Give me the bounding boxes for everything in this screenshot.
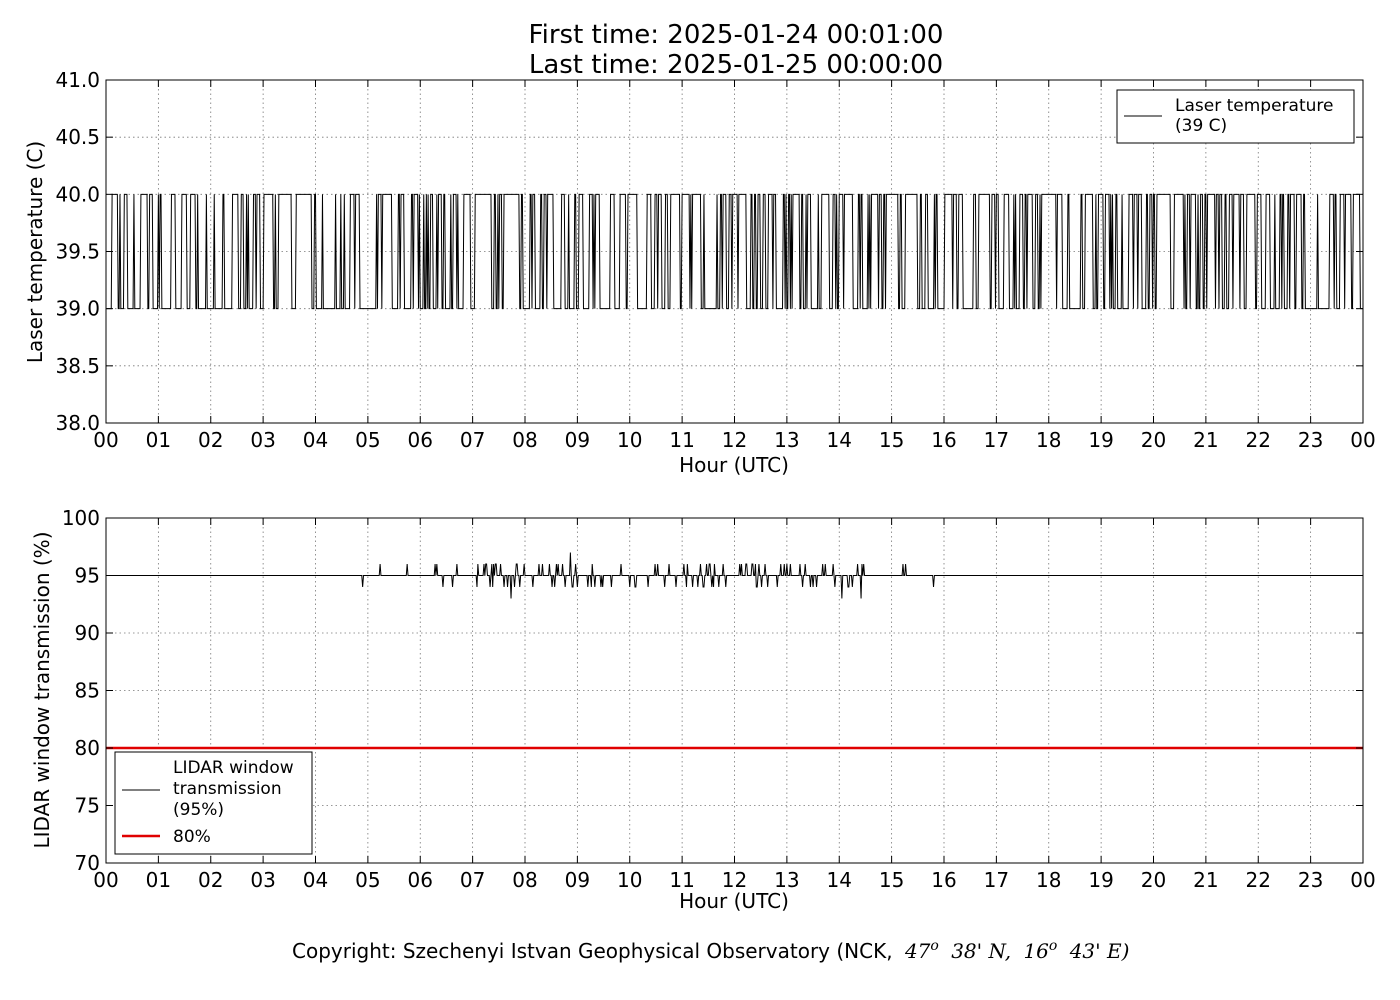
laser-temperature-series [106,193,1363,310]
x-tick-label: 17 [984,428,1009,452]
x-tick-label: 02 [198,868,223,892]
x-tick-label: 00 [93,428,118,452]
x-tick-label: 16 [931,868,956,892]
x-tick-label: 06 [408,868,433,892]
laser-legend-label-1: Laser temperature [1175,96,1333,116]
x-tick-label: 00 [1350,868,1375,892]
x-tick-label: 12 [722,868,747,892]
copyright-prefix: Copyright: Szechenyi Istvan Geophysical … [292,939,893,963]
lidar-transmission-chart: 00 01 02 03 04 05 06 07 08 09 10 11 12 13 14 15 16 17 18 19… [30,506,1376,913]
x-tick-label: 03 [250,428,275,452]
x-tick-label: 18 [1036,428,1061,452]
x-tick-label: 23 [1298,428,1323,452]
x-tick-label: 11 [669,428,694,452]
x-tick-label: 21 [1193,868,1218,892]
x-tick-label: 08 [512,868,537,892]
x-tick-label: 23 [1298,868,1323,892]
y-tick-label: 80 [75,736,100,760]
x-tick-label: 10 [617,428,642,452]
x-tick-label: 04 [303,868,328,892]
x-tick-label: 20 [1141,868,1166,892]
x-tick-label: 05 [355,428,380,452]
chart-title-line1: First time: 2025-01-24 00:01:00 [529,20,944,50]
y-tick-label: 100 [62,506,100,530]
x-tick-label: 18 [1036,868,1061,892]
x-tick-label: 08 [512,428,537,452]
x-tick-label: 15 [879,428,904,452]
x-tick-label: 11 [669,868,694,892]
y-tick-label: 38.0 [55,411,100,435]
lidar-transmission-line [106,552,1363,599]
laser-x-axis-label: Hour (UTC) [679,453,789,477]
y-tick-label: 70 [75,851,100,875]
x-tick-label: 16 [931,428,956,452]
lidar-legend-label-1: LIDAR window [173,758,294,778]
y-tick-label: 85 [75,679,100,703]
laser-temperature-chart: 00 01 02 03 04 05 06 07 08 09 10 11 12 13 14 15 16 17 18 19… [23,68,1376,477]
lidar-legend-label-3: (95%) [173,800,224,820]
laser-y-ticks: 38.0 38.5 39.0 39.5 40.0 40.5 41.0 [55,68,1363,435]
x-tick-label: 14 [827,428,852,452]
x-tick-label: 22 [1246,428,1271,452]
lidar-x-ticks: 00 01 02 03 04 05 06 07 08 09 10 11 12 13 14 15 16 17 18 19… [93,518,1376,892]
x-tick-label: 07 [460,868,485,892]
laser-legend-label-2: (39 C) [1175,116,1227,136]
latitude-minutes: 38' N, [951,939,1011,963]
x-tick-label: 13 [774,868,799,892]
lidar-x-axis-label: Hour (UTC) [679,889,789,913]
lidar-grid [106,518,1363,863]
laser-temperature-line [106,193,1363,310]
y-tick-label: 39.5 [55,240,100,264]
y-tick-label: 90 [75,621,100,645]
copyright-text: Copyright: Szechenyi Istvan Geophysical … [292,931,1129,963]
laser-y-axis-label: Laser temperature (C) [23,141,47,363]
lidar-transmission-series [106,552,1363,599]
laser-x-ticks: 00 01 02 03 04 05 06 07 08 09 10 11 12 13 14 15 16 17 18 19… [93,80,1376,452]
x-tick-label: 02 [198,428,223,452]
x-tick-label: 09 [565,868,590,892]
laser-legend: Laser temperature (39 C) [1116,89,1355,144]
x-tick-label: 09 [565,428,590,452]
x-tick-label: 22 [1246,868,1271,892]
y-tick-label: 41.0 [55,68,100,92]
degree-sign-lat: o [930,938,938,954]
x-tick-label: 06 [408,428,433,452]
x-tick-label: 05 [355,868,380,892]
x-tick-label: 03 [250,868,275,892]
x-tick-label: 01 [146,868,171,892]
x-tick-label: 19 [1088,868,1113,892]
x-tick-label: 15 [879,868,904,892]
y-tick-label: 40.0 [55,182,100,206]
x-tick-label: 21 [1193,428,1218,452]
x-tick-label: 01 [146,428,171,452]
y-tick-label: 95 [75,564,100,588]
x-tick-label: 00 [1350,428,1375,452]
longitude-degrees: 16 [1023,939,1049,963]
lidar-legend: LIDAR window transmission (95%) 80% [114,751,313,855]
lidar-legend-label-2: transmission [173,779,282,799]
x-tick-label: 13 [774,428,799,452]
x-tick-label: 07 [460,428,485,452]
y-tick-label: 38.5 [55,354,100,378]
x-tick-label: 14 [827,868,852,892]
x-tick-label: 19 [1088,428,1113,452]
latitude-degrees: 47 [904,939,931,963]
x-tick-label: 17 [984,868,1009,892]
longitude-minutes: 43' E) [1069,939,1130,963]
x-tick-label: 04 [303,428,328,452]
x-tick-label: 12 [722,428,747,452]
x-tick-label: 00 [93,868,118,892]
threshold-legend-label: 80% [173,827,211,847]
degree-sign-lon: o [1049,938,1057,954]
lidar-y-axis-label: LIDAR window transmission (%) [30,532,54,849]
x-tick-label: 20 [1141,428,1166,452]
x-tick-label: 10 [617,868,642,892]
y-tick-label: 75 [75,794,100,818]
chart-title-line2: Last time: 2025-01-25 00:00:00 [529,50,943,80]
y-tick-label: 39.0 [55,297,100,321]
lidar-y-ticks: 70 75 80 85 90 95 100 [62,506,1363,875]
y-tick-label: 40.5 [55,125,100,149]
